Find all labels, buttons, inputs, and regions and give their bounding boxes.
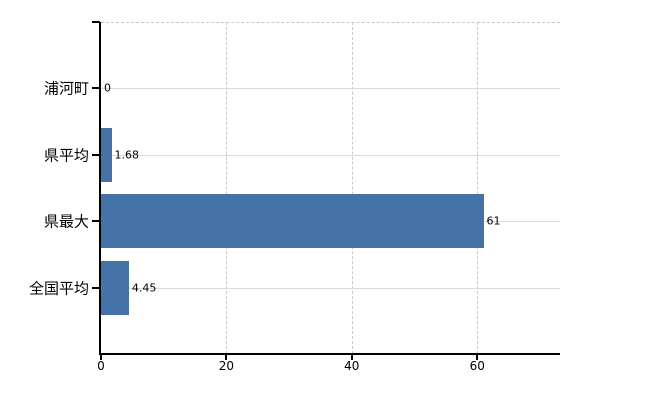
bar-value-label: 1.68 bbox=[114, 148, 140, 162]
x-tick-label: 0 bbox=[97, 359, 105, 373]
x-axis-tick bbox=[225, 353, 228, 360]
y-axis-tick bbox=[92, 286, 100, 289]
bar-value-label: 0 bbox=[104, 81, 111, 95]
y-axis-top-tick bbox=[92, 21, 100, 23]
category-label: 県最大 bbox=[43, 212, 89, 231]
x-tick-label: 40 bbox=[344, 359, 360, 373]
bar bbox=[101, 260, 129, 315]
x-tick-label: 20 bbox=[218, 359, 235, 373]
bar bbox=[101, 194, 484, 249]
plot-top-border bbox=[101, 22, 560, 23]
y-axis-tick bbox=[92, 220, 100, 223]
bar bbox=[101, 127, 112, 182]
x-axis-tick bbox=[100, 353, 102, 360]
category-label: 県平均 bbox=[43, 146, 89, 165]
v-gridline bbox=[477, 22, 479, 354]
category-label: 浦河町 bbox=[43, 79, 89, 98]
bar-value-label: 4.45 bbox=[131, 281, 157, 295]
y-axis-line bbox=[99, 22, 101, 355]
x-axis-line bbox=[99, 353, 560, 355]
x-tick-label: 60 bbox=[469, 359, 485, 373]
x-axis-tick bbox=[350, 353, 353, 360]
h-gridline bbox=[101, 154, 560, 156]
h-gridline bbox=[101, 88, 560, 90]
y-axis-tick bbox=[92, 87, 100, 90]
x-axis-tick bbox=[476, 353, 479, 360]
v-gridline bbox=[226, 22, 228, 354]
category-label: 全国平均 bbox=[28, 279, 89, 298]
h-gridline bbox=[101, 287, 560, 289]
plot-area: 0 1.68 61 4.45 bbox=[101, 22, 560, 354]
y-axis-tick bbox=[92, 153, 100, 156]
v-gridline bbox=[351, 22, 353, 354]
bar-value-label: 61 bbox=[486, 214, 501, 228]
